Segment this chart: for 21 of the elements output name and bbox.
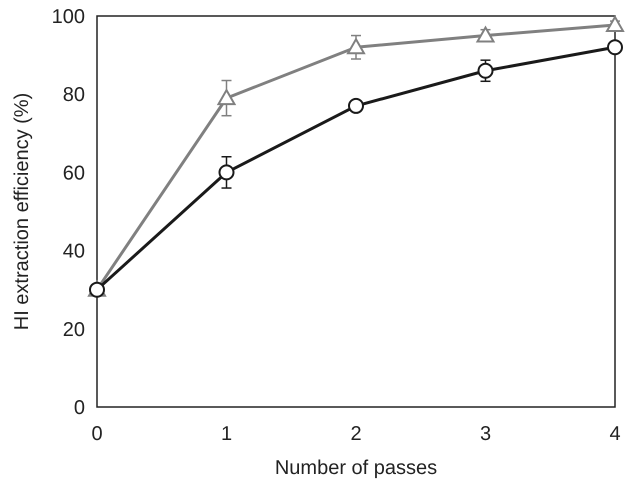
x-tick-label: 1: [220, 423, 232, 445]
point: [476, 26, 494, 43]
point: [478, 62, 494, 79]
point: [218, 89, 236, 106]
y-tick-label: 40: [62, 240, 85, 263]
point: [347, 38, 365, 54]
point: [348, 98, 364, 114]
x-tick-label: 2: [350, 423, 362, 445]
x-tick-label: 4: [609, 423, 621, 445]
x-tick-label: 0: [91, 423, 103, 445]
y-tick-label: 0: [74, 397, 85, 419]
y-tick-label: 20: [62, 318, 85, 341]
x-axis-title: Number of passes: [274, 457, 438, 479]
y-tick-label: 80: [62, 84, 85, 106]
point: [218, 164, 234, 180]
y-tick-label: 100: [52, 6, 85, 28]
y-tick-label: 60: [62, 162, 85, 184]
x-tick-label: 3: [480, 423, 492, 445]
y-axis-title: HI extraction efficiency (%): [11, 92, 33, 330]
point: [607, 39, 623, 56]
point: [606, 16, 624, 32]
